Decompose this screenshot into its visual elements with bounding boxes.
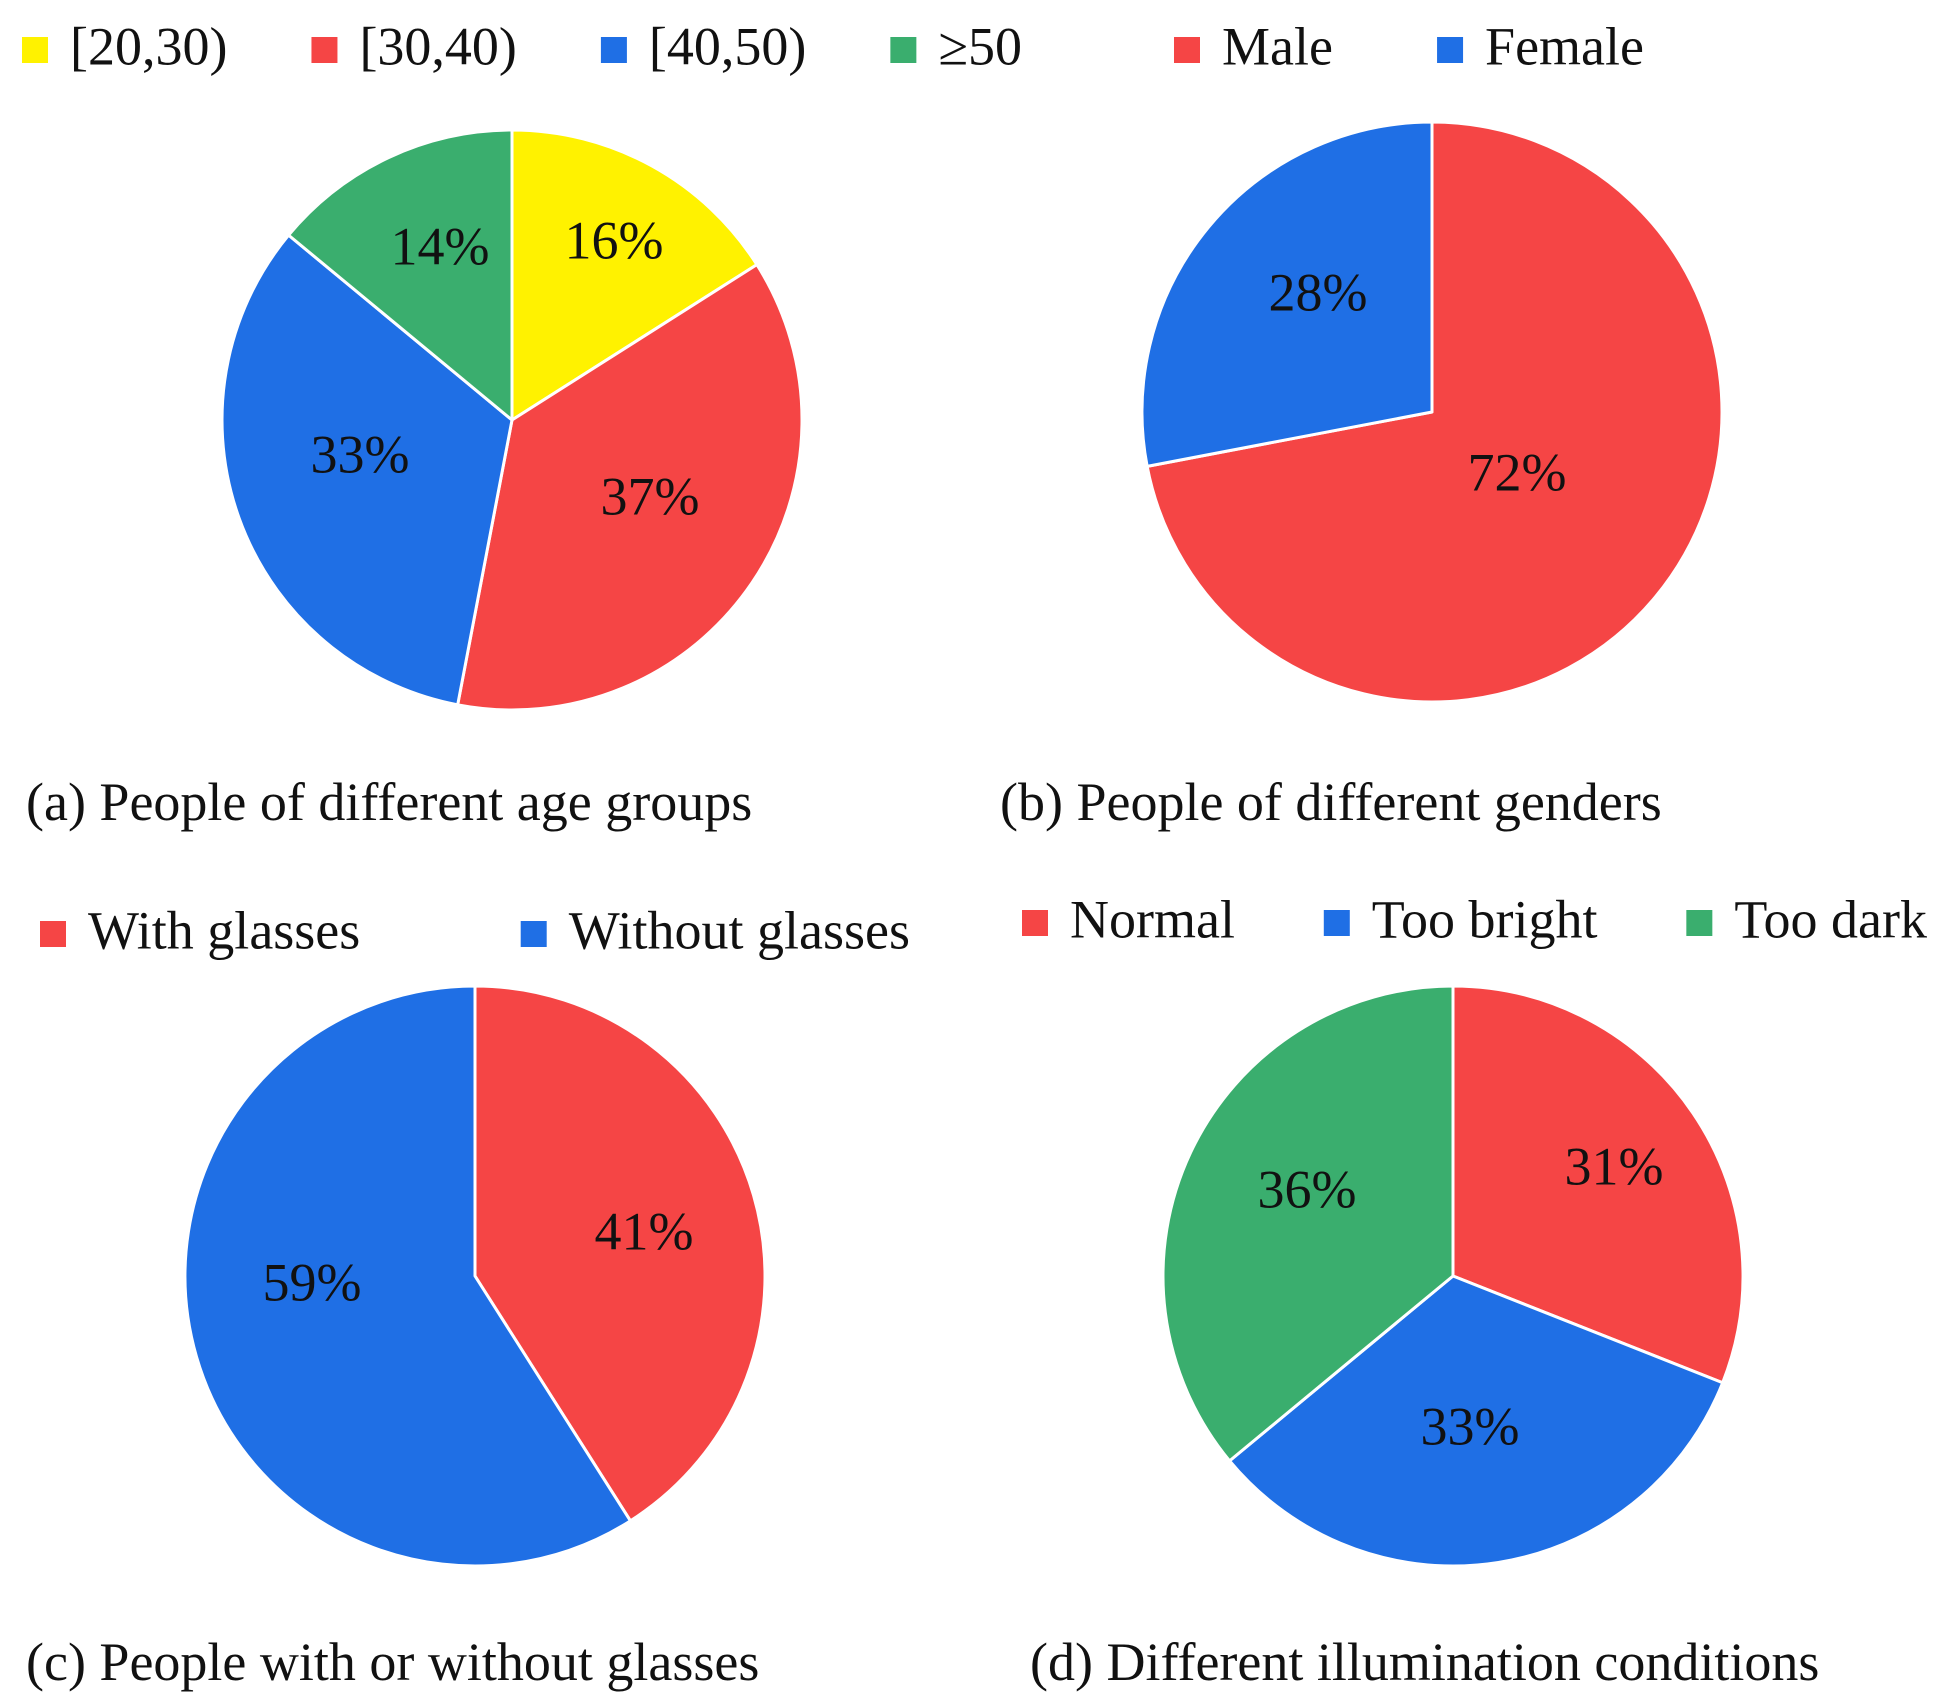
pie-slice-d-1 bbox=[1228, 1274, 1725, 1568]
legend-b: Male Female bbox=[1174, 16, 1644, 76]
legend-swatch-b-0 bbox=[1174, 37, 1200, 63]
pie-slice-c-1 bbox=[183, 984, 632, 1568]
legend-label-a-3: ≥50 bbox=[938, 16, 1022, 76]
legend-label-d-2: Too dark bbox=[1734, 889, 1927, 949]
legend-swatch-a-3 bbox=[890, 37, 917, 63]
legend-d: Normal Too bright Too dark bbox=[1022, 889, 1927, 949]
legend-swatch-a-0 bbox=[22, 37, 48, 63]
pie-slice-a-1 bbox=[456, 263, 804, 712]
slice-label-c-1: 59% bbox=[263, 1252, 362, 1312]
slice-label-a-0: 16% bbox=[565, 210, 664, 270]
legend-swatch-d-2 bbox=[1686, 910, 1713, 936]
legend-label-d-1: Too bright bbox=[1372, 889, 1598, 949]
legend-label-c-1: Without glasses bbox=[569, 900, 910, 960]
legend-swatch-a-2 bbox=[600, 37, 627, 63]
legend-label-d-0: Normal bbox=[1070, 889, 1235, 949]
slice-label-d-2: 36% bbox=[1258, 1159, 1357, 1219]
chart-illumination: 31% 33% 36% Normal Too bright Too dark (d) Dif… bbox=[1022, 889, 1927, 1692]
legend-swatch-c-0 bbox=[40, 921, 66, 947]
legend-swatch-c-1 bbox=[520, 921, 547, 947]
pie-slice-a-0 bbox=[510, 128, 759, 422]
slice-label-d-1: 33% bbox=[1421, 1396, 1520, 1456]
legend-swatch-d-0 bbox=[1022, 910, 1048, 936]
slice-label-a-1: 37% bbox=[601, 466, 700, 526]
pie-slice-b-0 bbox=[1145, 120, 1724, 704]
pie-slice-d-2 bbox=[1161, 984, 1455, 1463]
caption-d: (d) Different illumination conditions bbox=[1030, 1632, 1819, 1692]
slice-label-b-0: 72% bbox=[1468, 442, 1567, 502]
slice-label-a-3: 14% bbox=[391, 216, 490, 276]
legend-swatch-a-1 bbox=[311, 37, 338, 63]
legend-label-b-0: Male bbox=[1222, 16, 1333, 76]
slice-label-c-0: 41% bbox=[595, 1201, 694, 1261]
caption-b: (b) People of different genders bbox=[1000, 772, 1662, 832]
legend-label-c-0: With glasses bbox=[88, 900, 360, 960]
pie-slice-d-0 bbox=[1451, 984, 1745, 1385]
legend-label-b-1: Female bbox=[1485, 16, 1644, 76]
chart-age-groups: 16% 37% 33% 14% [20,30) [30,40) [40,50) ≥50 (a) … bbox=[22, 16, 1022, 832]
pie-slice-b-1 bbox=[1140, 120, 1434, 468]
caption-c: (c) People with or without glasses bbox=[26, 1632, 759, 1692]
chart-genders: 72% 28% Male Female (b) People of different … bbox=[1000, 16, 1724, 832]
legend-label-a-2: [40,50) bbox=[649, 16, 806, 76]
caption-a: (a) People of different age groups bbox=[26, 772, 752, 832]
slice-label-b-1: 28% bbox=[1269, 262, 1368, 322]
slice-label-d-0: 31% bbox=[1565, 1136, 1664, 1196]
legend-c: With glasses Without glasses bbox=[40, 900, 910, 960]
legend-label-a-0: [20,30) bbox=[70, 16, 227, 76]
slice-label-a-2: 33% bbox=[311, 424, 410, 484]
legend-swatch-b-1 bbox=[1437, 37, 1464, 63]
pie-slice-a-2 bbox=[220, 233, 514, 707]
chart-glasses: 41% 59% With glasses Without glasses (c) Peo… bbox=[26, 900, 910, 1692]
legend-label-a-1: [30,40) bbox=[359, 16, 516, 76]
pie-slice-a-3 bbox=[287, 128, 514, 422]
legend-swatch-d-1 bbox=[1323, 910, 1350, 936]
pie-slice-c-0 bbox=[473, 984, 767, 1523]
legend-a: [20,30) [30,40) [40,50) ≥50 bbox=[22, 16, 1022, 76]
